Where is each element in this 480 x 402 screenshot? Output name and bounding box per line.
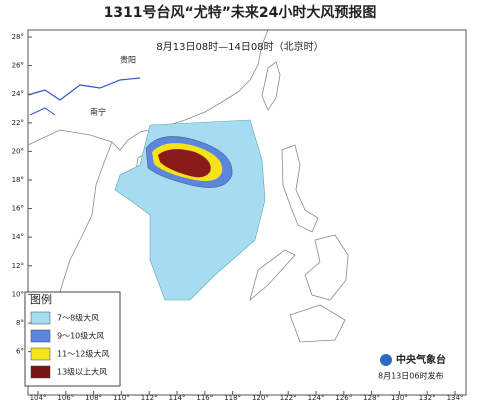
lon-label: 118° (224, 394, 241, 402)
coastlines (27, 29, 349, 343)
lon-label: 128° (363, 394, 380, 402)
lon-label: 120° (252, 394, 269, 402)
lon-label: 134° (447, 394, 464, 402)
issued-time: 8月13日06时发布 (378, 371, 443, 381)
legend-label: 11～12级大风 (57, 349, 109, 359)
legend-swatch (30, 365, 51, 379)
lon-label: 122° (280, 394, 297, 402)
lon-label: 116° (196, 394, 213, 402)
agency: 中央气象台 (396, 353, 446, 366)
place-label: 南宁 (90, 107, 106, 117)
place-label: 贵阳 (120, 55, 136, 65)
lat-label: 22° (12, 119, 24, 127)
lon-label: 130° (391, 394, 408, 402)
legend-swatch (30, 347, 51, 361)
lat-label: 10° (12, 290, 24, 298)
legend-swatch (30, 311, 51, 325)
lon-label: 108° (85, 394, 102, 402)
lon-label: 106° (57, 394, 74, 402)
lon-label: 124° (308, 394, 325, 402)
map-title: 1311号台风“尤特”未来24小时大风预报图 (104, 4, 377, 21)
legend-title: 图例 (30, 292, 52, 306)
lat-label: 18° (12, 176, 24, 184)
wind-zones (114, 119, 266, 301)
lat-label: 6° (16, 348, 24, 356)
legend-swatch (30, 329, 51, 343)
logo (380, 354, 392, 366)
lat-label: 14° (12, 233, 24, 241)
lat-label: 24° (12, 90, 24, 98)
lon-label: 132° (419, 394, 436, 402)
lon-label: 112° (141, 394, 158, 402)
zone-13 (158, 149, 211, 178)
lat-label: 8° (16, 319, 24, 327)
lon-label: 104° (30, 394, 47, 402)
lat-label: 12° (12, 262, 24, 270)
lon-label: 126° (335, 394, 352, 402)
lon-label: 114° (169, 394, 186, 402)
legend-label: 7～8级大风 (57, 313, 99, 323)
map-subtitle: 8月13日08时—14日08时（北京时） (156, 40, 323, 53)
lat-label: 28° (12, 33, 24, 41)
lat-label: 26° (12, 62, 24, 70)
lat-label: 16° (12, 205, 24, 213)
legend-label: 9～10级大风 (57, 331, 104, 341)
lat-label: 20° (12, 147, 24, 155)
lon-label: 110° (113, 394, 130, 402)
legend-label: 13级以上大风 (57, 367, 107, 377)
